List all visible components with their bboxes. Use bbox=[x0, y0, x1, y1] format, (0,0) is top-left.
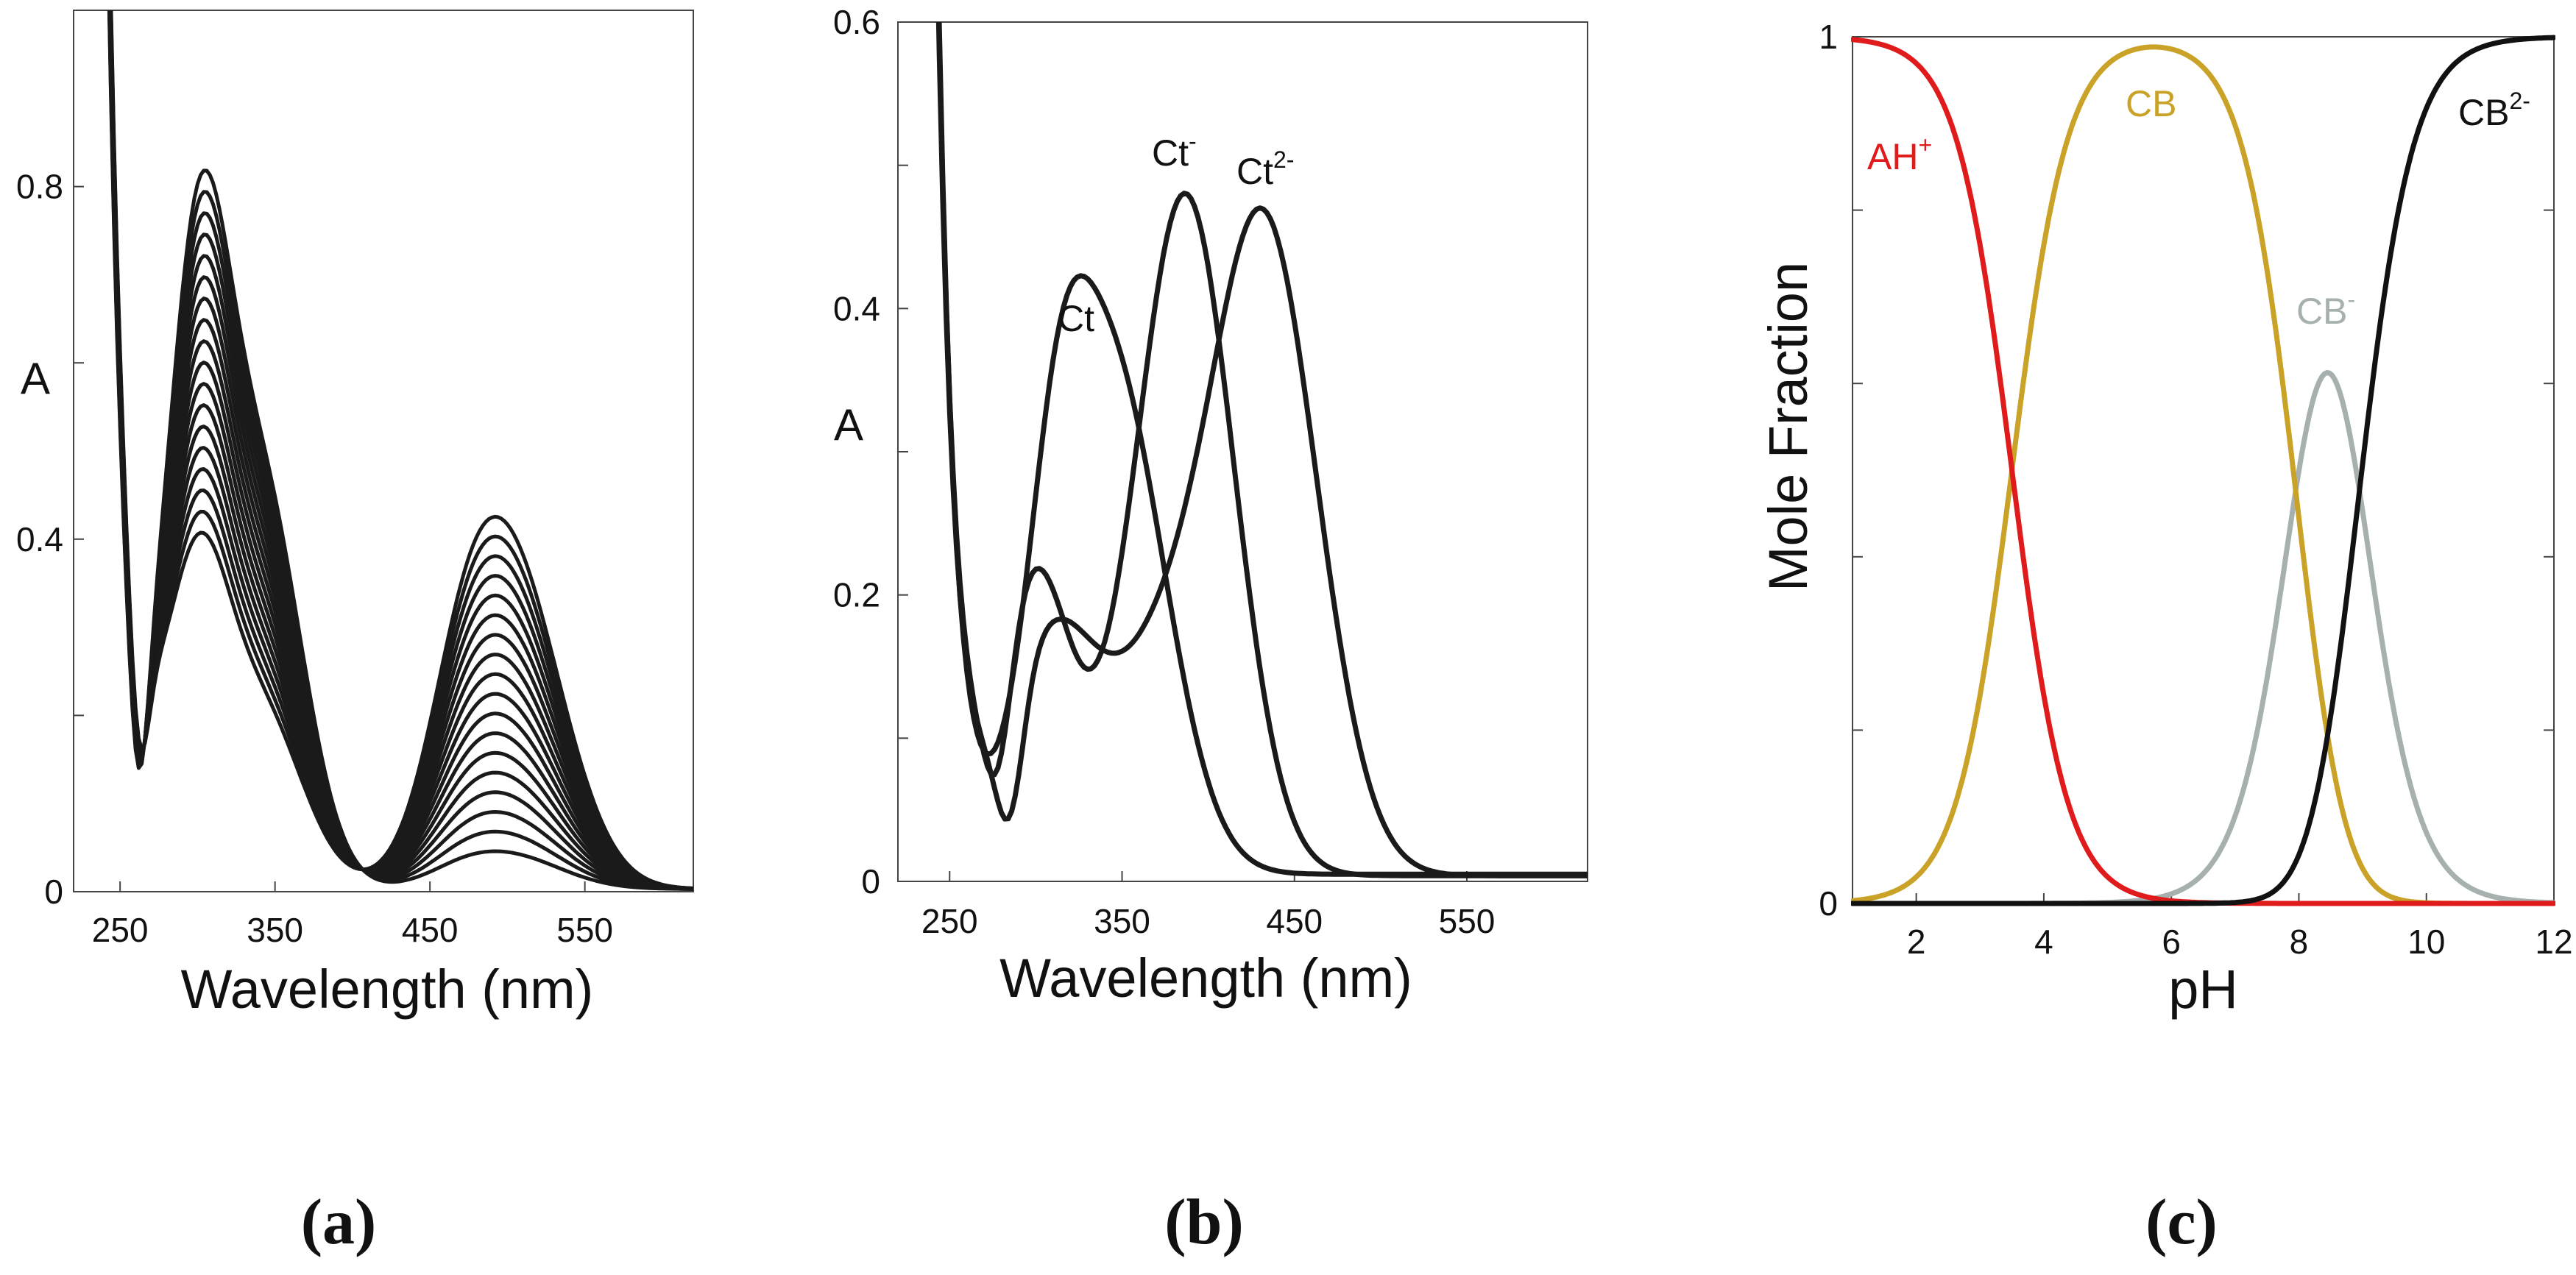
chart-panel-b: 250 350 450 550 0 0.2 0.4 0.6 Wavelength (nm) A Ct… bbox=[833, 3, 1588, 1009]
panel-label-a: (a) bbox=[301, 1187, 377, 1258]
fraction-line-cb bbox=[1851, 44, 2555, 906]
x-tick-label: 12 bbox=[2535, 923, 2572, 961]
y-tick-label: 1 bbox=[1819, 18, 1838, 56]
panel-label-b: (b) bbox=[1164, 1187, 1244, 1258]
x-tick-label: 2 bbox=[1907, 923, 1926, 961]
series-group bbox=[1851, 35, 2555, 906]
spectrum-line bbox=[109, 10, 693, 890]
x-tick-label: 350 bbox=[247, 911, 303, 949]
spectrum-line bbox=[108, 10, 693, 891]
series-label-1-base: AH bbox=[1867, 136, 1918, 177]
spectrum-line bbox=[108, 10, 693, 891]
chart-panel-a: 250 350 450 550 0 0.4 0.8 Wavelength (nm) A bbox=[16, 10, 694, 1020]
panel-label-c: (c) bbox=[2145, 1187, 2218, 1258]
series-label-2: Ct- bbox=[1152, 128, 1197, 174]
x-tick-label: 350 bbox=[1094, 902, 1150, 940]
x-tick-label: 250 bbox=[92, 911, 149, 949]
fraction-line-cb2 bbox=[1851, 35, 2555, 906]
x-tick-label: 450 bbox=[402, 911, 459, 949]
series-label-3-base: Ct bbox=[1236, 151, 1273, 192]
x-tick-label: 6 bbox=[2162, 923, 2181, 961]
spectrum-line bbox=[109, 10, 693, 891]
series-group bbox=[107, 10, 693, 891]
y-tick-label: 0 bbox=[861, 862, 880, 901]
series-label-4-sup: 2- bbox=[2509, 88, 2530, 114]
y-tick-label: 0.6 bbox=[833, 3, 880, 41]
series-label-1: Ct bbox=[1058, 298, 1094, 339]
x-tick-label: 450 bbox=[1266, 902, 1323, 940]
fraction-line-cb bbox=[1851, 370, 2555, 906]
plot-frame bbox=[73, 10, 694, 892]
y-tick-label: 0.8 bbox=[16, 168, 63, 206]
x-axis-label: pH bbox=[2168, 959, 2238, 1020]
series-label-1-sup: + bbox=[1918, 132, 1932, 158]
spectrum-line bbox=[107, 10, 693, 891]
spectrum-line bbox=[107, 10, 693, 891]
series-label-3-sup: 2- bbox=[1273, 146, 1294, 173]
series-label-2-base: CB bbox=[2126, 83, 2176, 124]
series-group bbox=[935, 22, 1588, 878]
x-tick-label: 250 bbox=[921, 902, 978, 940]
x-axis-label: Wavelength (nm) bbox=[181, 959, 594, 1020]
series-label-4: CB2- bbox=[2458, 88, 2530, 133]
spectrum-line bbox=[108, 10, 693, 891]
x-tick-label: 8 bbox=[2290, 923, 2309, 961]
spectrum-line-ct bbox=[936, 22, 1588, 878]
series-label-2: CB bbox=[2126, 83, 2176, 124]
spectrum-line-ct2 bbox=[935, 22, 1588, 878]
fraction-line-ahplus bbox=[1851, 37, 2555, 906]
spectrum-line bbox=[107, 10, 693, 891]
spectrum-line bbox=[107, 10, 693, 891]
figure-labels: (a) (b) (c) bbox=[301, 1187, 2218, 1258]
series-label-2-base: Ct bbox=[1152, 132, 1189, 174]
y-tick-label: 0.4 bbox=[833, 289, 880, 327]
series-label-4-base: CB bbox=[2458, 92, 2509, 133]
spectrum-line bbox=[108, 10, 693, 891]
series-label-1-base: Ct bbox=[1058, 298, 1094, 339]
y-tick-label: 0.4 bbox=[16, 520, 63, 558]
spectrum-line bbox=[107, 10, 693, 891]
x-tick-label: 550 bbox=[556, 911, 613, 949]
spectrum-line bbox=[109, 10, 693, 890]
y-tick-label: 0 bbox=[1819, 884, 1838, 923]
x-axis-label: Wavelength (nm) bbox=[999, 948, 1412, 1009]
x-tick-label: 4 bbox=[2034, 923, 2053, 961]
y-tick-label: 0.2 bbox=[833, 576, 880, 614]
series-label-1: AH+ bbox=[1867, 132, 1932, 177]
plot-frame bbox=[1852, 36, 2555, 904]
y-axis-label: A bbox=[21, 354, 50, 403]
spectrum-line bbox=[107, 10, 693, 891]
x-tick-label: 550 bbox=[1439, 902, 1496, 940]
spectrum-line bbox=[107, 10, 693, 891]
spectrum-line bbox=[107, 10, 693, 891]
series-label-3-base: CB bbox=[2296, 291, 2347, 332]
series-label-2-sup: - bbox=[1189, 128, 1197, 155]
series-label-3: Ct2- bbox=[1236, 146, 1294, 192]
series-label-3: CB- bbox=[2296, 286, 2355, 332]
y-axis-label: Mole Fraction bbox=[1758, 262, 1819, 592]
series-label-3-sup: - bbox=[2347, 286, 2355, 313]
spectrum-line bbox=[108, 10, 693, 891]
y-axis-label: A bbox=[834, 400, 863, 450]
x-tick-label: 10 bbox=[2407, 923, 2445, 961]
y-tick-label: 0 bbox=[44, 873, 63, 911]
spectrum-line bbox=[108, 10, 693, 891]
spectrum-line bbox=[108, 10, 693, 891]
